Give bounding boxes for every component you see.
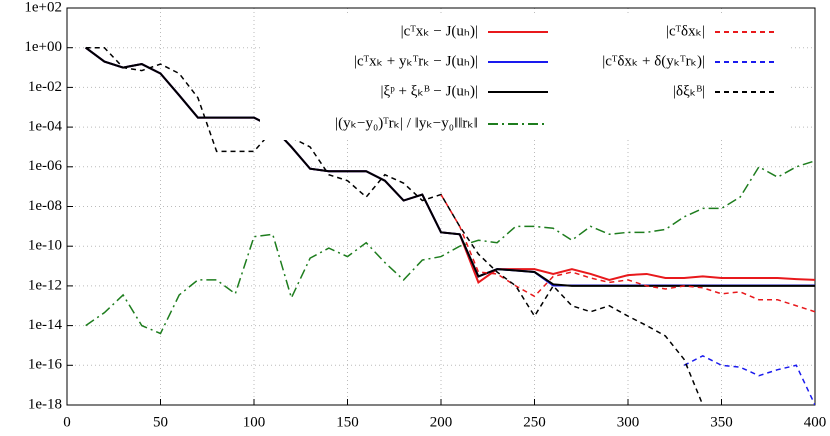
legend-label: |(yₖ−y₀)ᵀrₖ| / ‖yₖ−y₀‖‖rₖ‖ xyxy=(335,115,478,131)
x-tick-label: 150 xyxy=(336,414,359,430)
x-tick-label: 200 xyxy=(430,414,453,430)
y-tick-label: 1e-12 xyxy=(28,277,62,293)
y-tick-label: 1e+02 xyxy=(24,0,62,15)
series-line xyxy=(85,46,704,405)
legend-label: |cᵀδxₖ| xyxy=(666,23,705,39)
legend-background xyxy=(260,14,790,140)
x-tick-label: 0 xyxy=(63,414,71,430)
x-tick-label: 250 xyxy=(523,414,546,430)
series-line xyxy=(85,160,815,335)
x-tick-label: 400 xyxy=(804,414,827,430)
x-tick-label: 300 xyxy=(617,414,640,430)
plot-frame xyxy=(66,7,816,406)
y-tick-label: 1e-16 xyxy=(28,357,63,373)
y-tick-label: 1e-06 xyxy=(28,158,63,174)
y-tick-label: 1e-14 xyxy=(28,317,63,333)
series-line xyxy=(85,46,815,287)
x-tick-label: 100 xyxy=(243,414,266,430)
x-tick-label: 350 xyxy=(710,414,733,430)
y-tick-label: 1e+00 xyxy=(24,39,62,55)
legend: |cᵀxₖ − J(uₕ)| |cᵀxₖ + yₖᵀrₖ − J(uₕ)| |ξᵖ … xyxy=(260,14,790,140)
legend-label: |cᵀδxₖ + δ(yₖᵀrₖ)| xyxy=(602,53,705,69)
y-tick-label: 1e-18 xyxy=(28,396,62,412)
legend-label: |ξᵖ + ξₖᴮ − J(uₕ)| xyxy=(380,83,478,99)
legend-label: |δξₖᴮ| xyxy=(673,83,705,99)
legend-label: |cᵀxₖ + yₖᵀrₖ − J(uₕ)| xyxy=(354,53,478,69)
y-tick-label: 1e-04 xyxy=(28,119,63,135)
y-tick-label: 1e-02 xyxy=(28,79,62,95)
series-line xyxy=(440,194,815,313)
plot-area xyxy=(85,46,815,405)
x-tick-label: 50 xyxy=(153,414,168,430)
legend-label: |cᵀxₖ − J(uₕ)| xyxy=(401,23,478,39)
series-line xyxy=(683,354,815,405)
y-tick-label: 1e-10 xyxy=(28,238,62,254)
y-tick-label: 1e-08 xyxy=(28,198,62,214)
